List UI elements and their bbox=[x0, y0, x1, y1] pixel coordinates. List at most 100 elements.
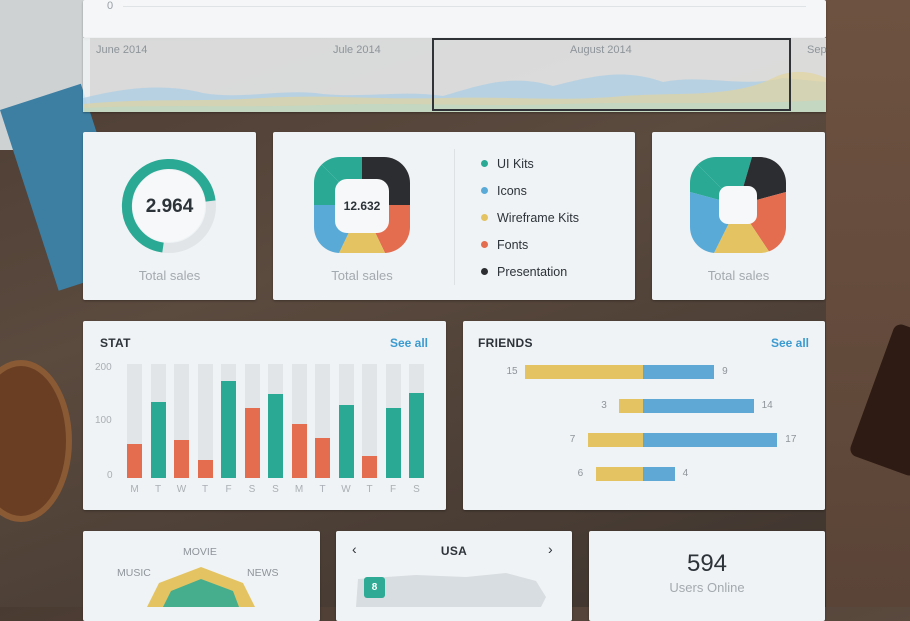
radar-label: MOVIE bbox=[183, 546, 217, 558]
divider bbox=[454, 149, 455, 285]
sales-card-legend: 12.632 Total sales bbox=[273, 132, 635, 300]
friend-value-left: 3 bbox=[601, 400, 607, 411]
legend-label: Fonts bbox=[497, 238, 529, 252]
bar-track bbox=[221, 364, 236, 478]
day-label: F bbox=[225, 484, 232, 495]
month-label: Sep bbox=[807, 44, 827, 56]
friends-panel: FRIENDS See all 15 9 3 14 7 17 6 4 bbox=[463, 321, 825, 510]
legend-item: Wireframe Kits bbox=[481, 211, 579, 225]
bar[interactable] bbox=[385, 408, 401, 478]
day-label: M bbox=[130, 484, 139, 495]
users-online-label: Users Online bbox=[669, 580, 745, 595]
friend-value-right: 14 bbox=[761, 400, 773, 411]
friend-bar-right[interactable] bbox=[643, 365, 715, 379]
y-tick: 100 bbox=[95, 415, 112, 426]
friend-value-left: 6 bbox=[577, 468, 584, 479]
radar-label: MUSIC bbox=[117, 567, 151, 579]
card-caption: Total sales bbox=[331, 268, 393, 283]
legend-label: UI Kits bbox=[497, 157, 534, 171]
day-label: M bbox=[294, 484, 304, 495]
sales-card-ring: 2.964 Total sales bbox=[83, 132, 256, 300]
legend-label: Wireframe Kits bbox=[497, 211, 579, 225]
radar-chart bbox=[147, 567, 255, 607]
bar[interactable] bbox=[150, 401, 166, 478]
bar-track bbox=[385, 364, 401, 478]
bar[interactable] bbox=[268, 393, 283, 478]
squircle-chart bbox=[690, 157, 786, 253]
legend-item: Fonts bbox=[481, 238, 528, 252]
range-selector[interactable] bbox=[432, 38, 791, 111]
friend-value-right: 4 bbox=[682, 468, 689, 479]
sales-value: 12.632 bbox=[343, 199, 381, 213]
legend-label: Icons bbox=[497, 184, 527, 198]
sales-card-squircle: Total sales bbox=[652, 132, 825, 300]
friends-title: FRIENDS bbox=[478, 336, 533, 350]
card-caption: Total sales bbox=[707, 268, 770, 283]
bar[interactable] bbox=[291, 424, 307, 478]
stat-panel: STAT See all 200 100 0 M T W T F S S M T W T F S bbox=[83, 321, 446, 510]
friend-bar-left[interactable] bbox=[524, 365, 643, 379]
bar[interactable] bbox=[409, 392, 424, 478]
bar-track bbox=[197, 364, 213, 478]
users-online-panel: 594 Users Online bbox=[589, 531, 825, 621]
users-online-count: 594 bbox=[686, 550, 728, 577]
day-label: T bbox=[201, 484, 209, 495]
usa-map bbox=[356, 573, 546, 607]
friend-value-right: 17 bbox=[785, 434, 797, 445]
legend-item: Icons bbox=[481, 184, 527, 198]
bar[interactable] bbox=[244, 408, 260, 478]
background-desk bbox=[826, 0, 910, 607]
bar[interactable] bbox=[362, 456, 377, 478]
legend-item: UI Kits bbox=[481, 157, 534, 171]
friends-see-all-link[interactable]: See all bbox=[770, 336, 809, 350]
day-label: T bbox=[366, 484, 373, 495]
legend-dot bbox=[481, 241, 488, 249]
radar-label: NEWS bbox=[247, 567, 279, 579]
bar-track bbox=[268, 364, 283, 478]
month-label: Jule 2014 bbox=[333, 44, 381, 56]
bar[interactable] bbox=[174, 440, 189, 478]
map-title: USA bbox=[440, 544, 468, 558]
friend-bar-left[interactable] bbox=[595, 467, 643, 481]
y-tick: 200 bbox=[95, 362, 112, 373]
friend-bar-left[interactable] bbox=[619, 399, 643, 413]
friend-bar-right[interactable] bbox=[643, 467, 675, 481]
month-label: June 2014 bbox=[96, 44, 148, 56]
friend-bar-left[interactable] bbox=[587, 433, 643, 447]
day-label: W bbox=[176, 484, 187, 495]
background-cup bbox=[0, 360, 72, 522]
day-label: T bbox=[154, 484, 162, 495]
bar-track bbox=[244, 364, 260, 478]
legend-dot bbox=[481, 214, 488, 222]
bar[interactable] bbox=[221, 381, 236, 478]
bar[interactable] bbox=[197, 459, 213, 478]
legend-label: Presentation bbox=[497, 265, 568, 279]
bar[interactable] bbox=[338, 405, 354, 478]
bar-track bbox=[127, 364, 142, 478]
friend-bar-right[interactable] bbox=[643, 399, 754, 413]
radar-panel: MOVIE MUSIC NEWS bbox=[83, 531, 320, 621]
legend-item: Presentation bbox=[481, 265, 567, 279]
card-caption: Total sales bbox=[138, 268, 201, 283]
squircle-donut-chart bbox=[314, 157, 410, 253]
stat-title: STAT bbox=[100, 336, 131, 350]
bar[interactable] bbox=[127, 443, 142, 478]
friend-value-right: 9 bbox=[722, 366, 728, 377]
bar-track bbox=[291, 364, 307, 478]
y-axis-zero-tick: 0 bbox=[107, 0, 114, 12]
map-next-button[interactable]: › bbox=[548, 541, 553, 557]
friend-bar-right[interactable] bbox=[643, 433, 778, 447]
timeline-navigator[interactable]: June 2014 Jule 2014 August 2014 Sep bbox=[83, 38, 827, 112]
map-count-badge[interactable]: 8 bbox=[364, 577, 385, 598]
legend-dot bbox=[481, 268, 488, 276]
bar[interactable] bbox=[315, 438, 330, 478]
legend-dot bbox=[481, 187, 488, 195]
day-label: T bbox=[319, 484, 326, 495]
day-label: S bbox=[272, 484, 279, 495]
day-label: S bbox=[248, 484, 256, 495]
stat-see-all-link[interactable]: See all bbox=[389, 336, 428, 350]
y-tick: 0 bbox=[107, 470, 113, 481]
day-label: S bbox=[413, 484, 420, 495]
bar-track bbox=[409, 364, 424, 478]
map-prev-button[interactable]: ‹ bbox=[352, 541, 357, 557]
